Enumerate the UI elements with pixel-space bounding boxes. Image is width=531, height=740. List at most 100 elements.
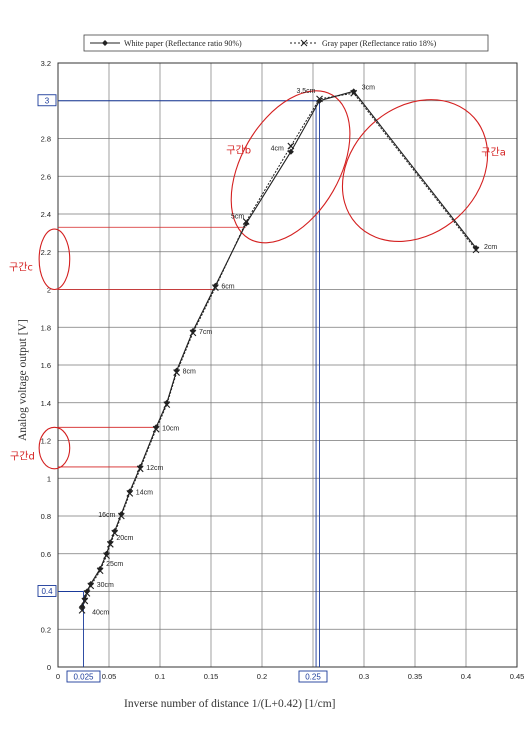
y-tick-label: 1.4 [41, 399, 51, 408]
legend-marker-white [102, 40, 108, 46]
region-label: 구간b [226, 145, 251, 157]
data-point-gray [173, 369, 181, 376]
y-tick-label: 3.2 [41, 59, 51, 68]
point-label: 5cm [231, 213, 244, 220]
data-point-gray [78, 606, 86, 614]
data-point-gray [103, 552, 110, 560]
data-point-gray [287, 142, 295, 150]
series-line-1 [81, 92, 477, 611]
point-label: 25cm [106, 561, 123, 568]
y-tick-label: 2.8 [41, 135, 51, 144]
data-point-gray [211, 284, 219, 292]
region-ellipse [341, 99, 489, 243]
region-label: 구간a [481, 146, 506, 158]
annotations: 구간a 구간b 구간c 구간d 3 0.4 0.025 0.25 [9, 90, 506, 683]
y-tick-label: 1 [47, 474, 51, 483]
data-point-gray [350, 89, 358, 97]
data-point-gray [152, 425, 160, 433]
data-point-white [107, 539, 114, 546]
data-point-white [243, 220, 250, 227]
boxed-tick [37, 585, 57, 597]
x-axis-title: Inverse number of distance 1/(L+0.42) [1… [124, 698, 336, 710]
data-point-gray [81, 597, 89, 605]
data-point-white [350, 88, 357, 95]
y-tick-label: 0.8 [41, 512, 51, 521]
data-point-gray [242, 218, 250, 225]
data-point-white [163, 399, 170, 406]
data-point-white [137, 463, 144, 470]
x-tick-label: 0.2 [257, 672, 267, 681]
point-label: 7cm [199, 329, 212, 336]
region-ellipse [230, 90, 351, 244]
boxed-tick-label: 3 [45, 96, 50, 105]
point-label: 8cm [183, 369, 196, 376]
boxed-tick [66, 670, 101, 683]
y-tick-label: 2.4 [41, 210, 51, 219]
data-point-white [81, 596, 88, 603]
data-point-white [472, 244, 479, 251]
data-point-white [316, 97, 323, 104]
boxed-tick [298, 670, 328, 683]
x-tick-label: 0.45 [510, 672, 525, 681]
y-tick-label: 2 [47, 286, 51, 295]
point-labels: 40cm 30cm 25cm 20cm 16cm 14cm 12cm 10cm 8cm 7cm 6c… [92, 84, 497, 616]
point-label: 40cm [92, 610, 109, 617]
point-label: 12cm [146, 465, 163, 472]
point-label: 20cm [116, 535, 133, 542]
legend-label-gray: Gray paper (Reflectance ratio 18%) [322, 39, 436, 48]
boxed-tick [37, 94, 57, 107]
y-tick-label: 0.6 [41, 550, 51, 559]
series [78, 88, 480, 614]
x-tick-label: 0.3 [359, 672, 369, 681]
legend-marker-gray [300, 39, 308, 47]
x-tick-label: 0.1 [155, 672, 165, 681]
boxed-tick-label: 0.25 [305, 673, 321, 682]
point-label: 2cm [484, 244, 497, 251]
data-point-gray [96, 567, 104, 575]
point-label: 14cm [136, 489, 153, 496]
data-point-gray [163, 401, 171, 409]
y-axis-title: Analog voltage output [V] [17, 319, 29, 441]
region-label: 구간d [10, 450, 35, 462]
grid [57, 62, 518, 668]
y-tick-label: 1.6 [41, 361, 51, 370]
y-tick-label: 0.2 [41, 625, 51, 634]
legend-box [83, 34, 489, 52]
data-point-gray [87, 582, 95, 590]
boxed-tick-label: 0.4 [41, 587, 53, 596]
data-point-white [97, 565, 104, 572]
data-point-gray [316, 95, 323, 103]
region-ellipse [38, 426, 71, 470]
y-tick-label: 1.8 [41, 323, 51, 332]
y-tick-label: 2.6 [41, 172, 51, 181]
x-tick-label: 0.15 [204, 672, 219, 681]
legend: White paper (Reflectance ratio 90%) Gray… [83, 34, 489, 52]
data-point-white [189, 328, 196, 335]
data-point-gray [189, 329, 197, 337]
x-tick-label: 0.4 [461, 672, 471, 681]
region-ellipse [38, 228, 71, 291]
y-tick-label: 0 [47, 663, 51, 672]
point-label: 3cm [362, 84, 375, 91]
point-label: 3.5cm [296, 88, 315, 95]
boxed-tick-label: 0.025 [73, 673, 94, 682]
data-point-gray [83, 589, 91, 597]
x-tick-label: 0 [56, 672, 60, 681]
point-label: 4cm [271, 146, 284, 153]
plot-frame [57, 62, 518, 668]
data-point-gray [106, 540, 114, 548]
point-label: 10cm [162, 425, 179, 432]
y-tick-label: 2.2 [41, 248, 51, 257]
data-point-gray [111, 529, 119, 537]
data-point-gray [472, 246, 480, 254]
data-point-white [87, 580, 94, 587]
region-label: 구간c [9, 262, 33, 274]
y-tick-label: 1.2 [41, 437, 51, 446]
x-tick-label: 0.35 [408, 672, 423, 681]
data-point-gray [136, 465, 144, 473]
data-point-gray [117, 512, 125, 520]
y-tick-labels: 0 0.2 0.4 0.6 0.8 1 1.2 1.4 1.6 1.8 2 2.2 2.4 2.6 2.8 3… [41, 59, 51, 672]
data-point-white [287, 148, 294, 155]
point-label: 16cm [98, 512, 115, 519]
